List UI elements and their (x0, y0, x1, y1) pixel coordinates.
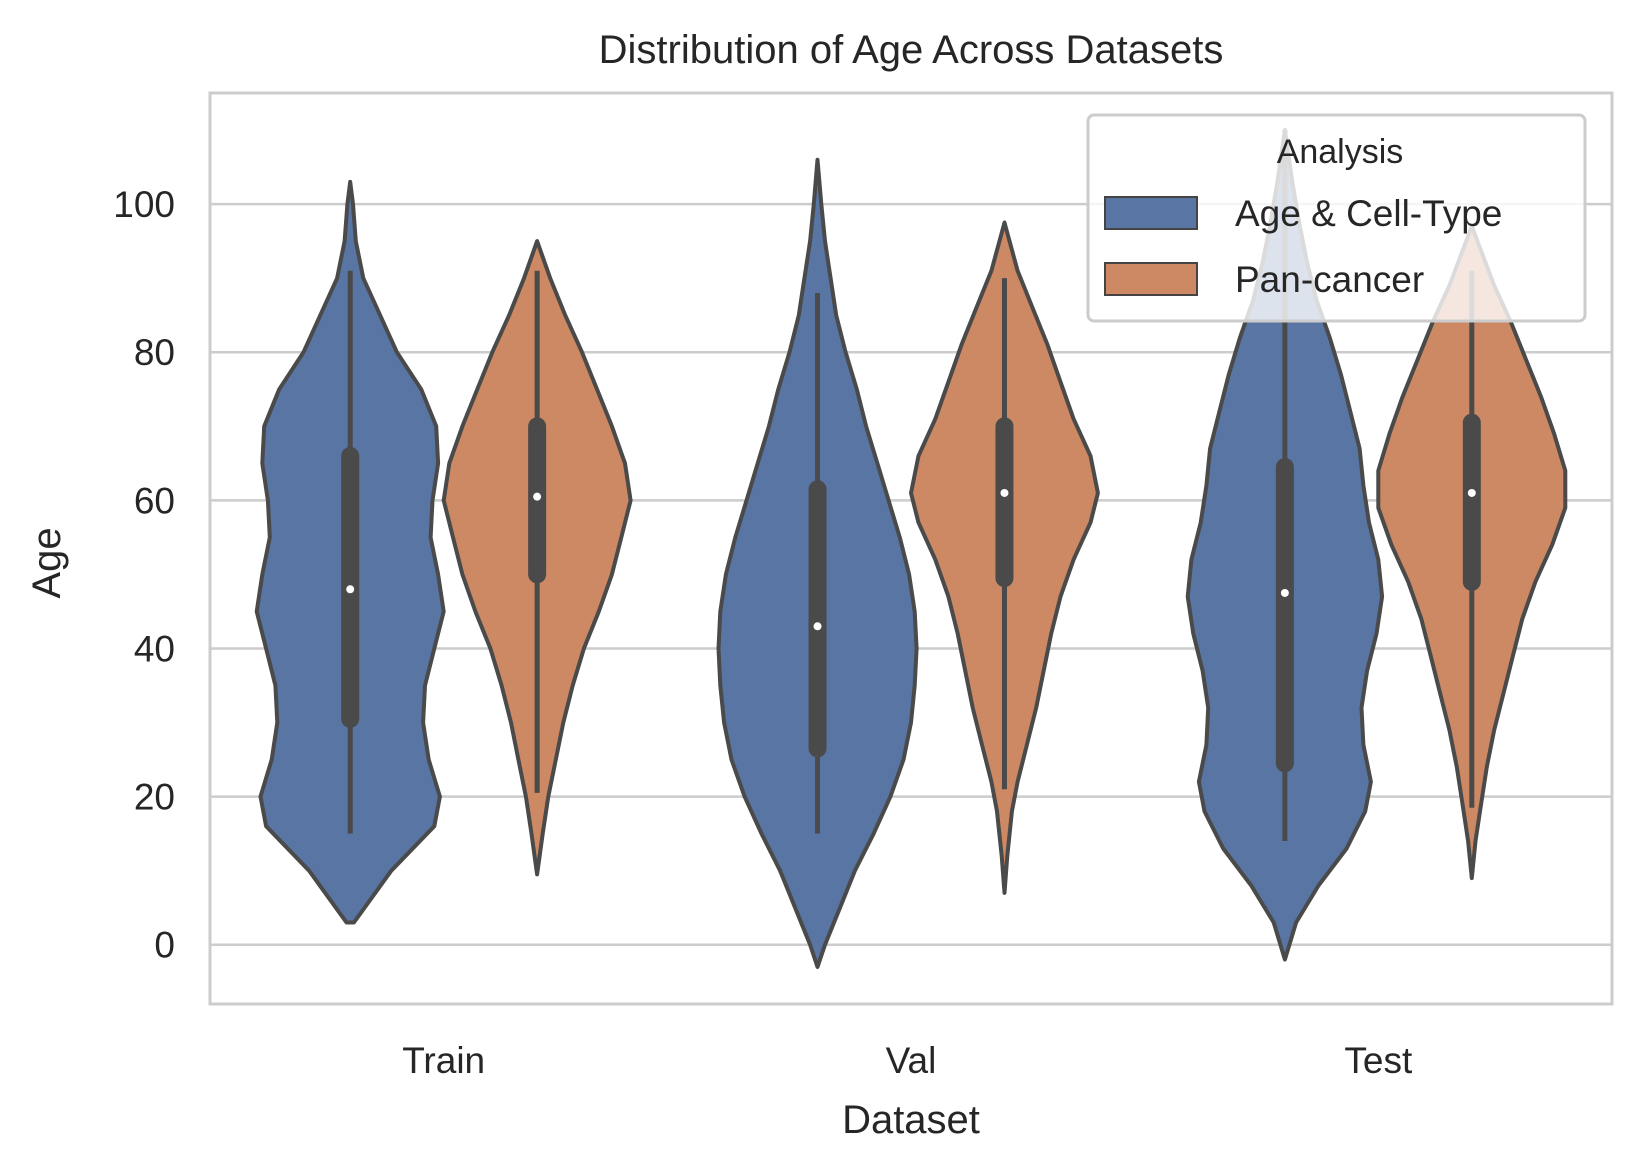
y-tick-labels: 0 20 40 60 80 100 (113, 184, 175, 966)
violin-age-cell-type-val-median-dot (813, 622, 822, 631)
legend-swatch-age-cell-type (1104, 196, 1198, 230)
legend-label-age-cell-type: Age & Cell-Type (1235, 193, 1502, 234)
violin-pan-cancer-train-median-dot (533, 492, 542, 501)
y-tick-label-60: 60 (134, 480, 175, 521)
violin-plots (254, 128, 1568, 969)
legend-label-pan-cancer: Pan-cancer (1235, 259, 1424, 300)
x-tick-label-train: Train (402, 1040, 485, 1081)
y-tick-label-0: 0 (154, 925, 175, 966)
y-axis-label: Age (25, 527, 69, 598)
violin-pan-cancer-val-median-dot (1000, 488, 1009, 497)
violin-age-cell-type-test-median-dot (1280, 588, 1289, 597)
y-tick-label-20: 20 (134, 777, 175, 818)
legend-box (1086, 113, 1587, 323)
legend-title: Analysis (1277, 133, 1404, 171)
x-tick-label-val: Val (886, 1040, 937, 1081)
y-tick-label-100: 100 (113, 184, 175, 225)
y-tick-label-40: 40 (134, 628, 175, 669)
plot-frame (208, 91, 1614, 1006)
legend-swatch-pan-cancer (1104, 262, 1198, 296)
chart-title: Distribution of Age Across Datasets (599, 28, 1224, 72)
legend: Analysis Age & Cell-Type Pan-cancer (1086, 113, 1587, 323)
y-tick-label-80: 80 (134, 332, 175, 373)
violin-age-cell-type-train-median-dot (346, 585, 355, 594)
violin-pan-cancer-test-median-dot (1467, 488, 1476, 497)
x-tick-labels: Train Val Test (402, 1040, 1413, 1081)
x-tick-label-test: Test (1344, 1040, 1413, 1081)
x-axis-label: Dataset (842, 1098, 980, 1142)
